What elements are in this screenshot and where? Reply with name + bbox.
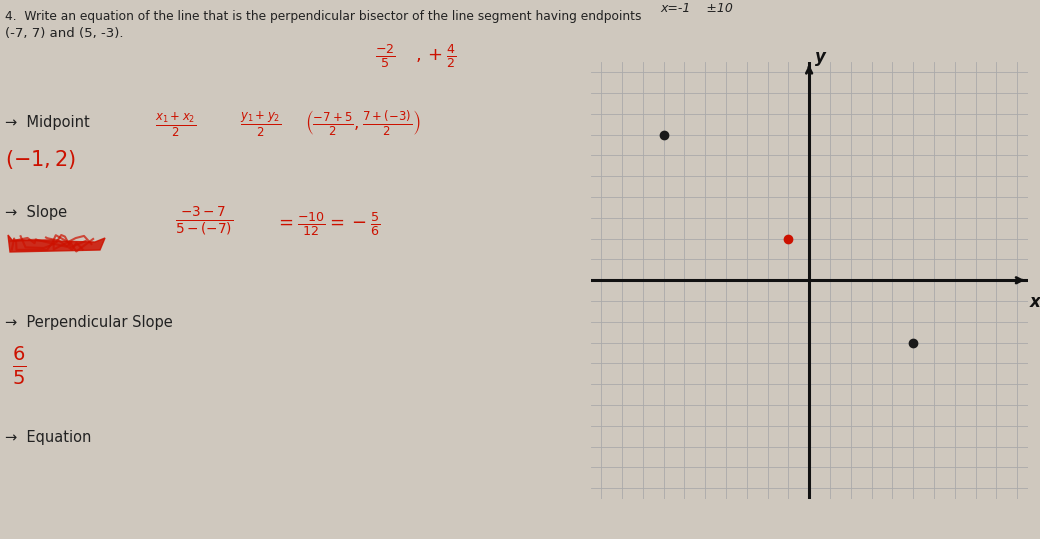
Polygon shape bbox=[8, 235, 105, 252]
Text: →  Midpoint: → Midpoint bbox=[5, 115, 89, 130]
Text: $\frac{6}{5}$: $\frac{6}{5}$ bbox=[12, 345, 26, 387]
Text: 4.  Write an equation of the line that is the perpendicular bisector of the line: 4. Write an equation of the line that is… bbox=[5, 10, 642, 23]
Text: $=\frac{-10}{12}=-\frac{5}{6}$: $=\frac{-10}{12}=-\frac{5}{6}$ bbox=[275, 210, 381, 238]
Text: →  Equation: → Equation bbox=[5, 430, 92, 445]
Text: $, +\frac{4}{2}$: $, +\frac{4}{2}$ bbox=[415, 42, 457, 70]
Text: y: y bbox=[815, 48, 826, 66]
Text: (-7, 7) and (5, -3).: (-7, 7) and (5, -3). bbox=[5, 27, 124, 40]
Text: $\frac{-2}{5}$: $\frac{-2}{5}$ bbox=[375, 42, 395, 70]
Text: $\left(\frac{-7+5}{2},\frac{7+(-3)}{2}\right)$: $\left(\frac{-7+5}{2},\frac{7+(-3)}{2}\r… bbox=[305, 108, 420, 138]
Text: $\frac{y_1+y_2}{2}$: $\frac{y_1+y_2}{2}$ bbox=[240, 110, 282, 140]
Text: x=-1    ±10: x=-1 ±10 bbox=[660, 2, 733, 15]
Text: $\frac{x_1+x_2}{2}$: $\frac{x_1+x_2}{2}$ bbox=[155, 110, 197, 139]
Text: →  Perpendicular Slope: → Perpendicular Slope bbox=[5, 315, 173, 330]
Text: →  Slope: → Slope bbox=[5, 205, 68, 220]
Text: x: x bbox=[1030, 293, 1040, 311]
Text: $(-1,2)$: $(-1,2)$ bbox=[5, 148, 76, 171]
Text: $\frac{-3-7}{5-(-7)}$: $\frac{-3-7}{5-(-7)}$ bbox=[175, 205, 233, 237]
